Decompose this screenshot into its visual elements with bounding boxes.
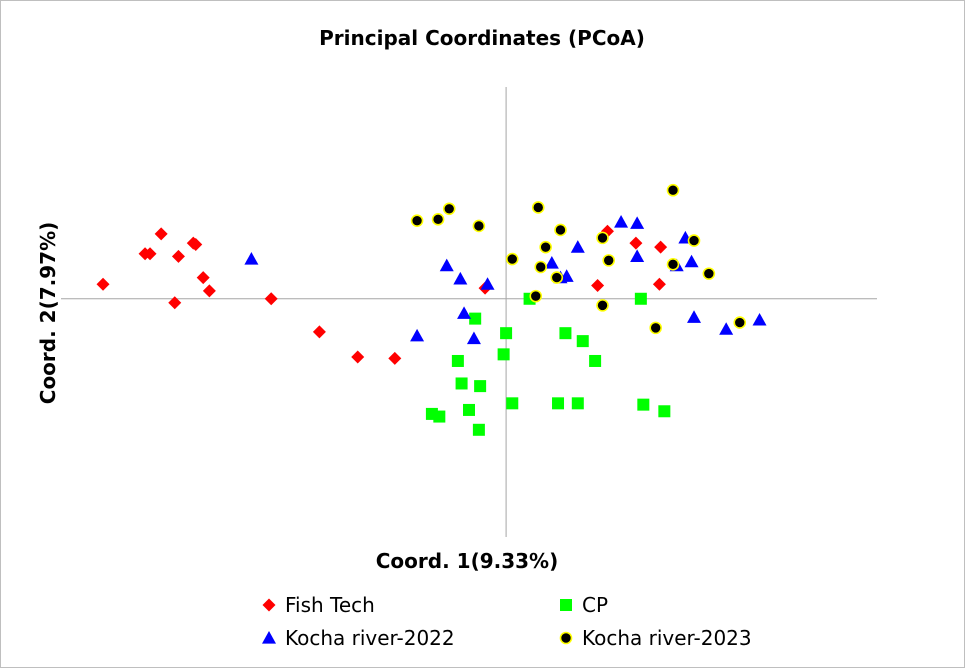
data-point-square <box>472 423 485 436</box>
data-point-diamond <box>202 284 216 298</box>
data-point-triangle <box>480 277 495 290</box>
data-point-square <box>455 377 468 390</box>
legend-label: Fish Tech <box>285 593 375 617</box>
chart-title: Principal Coordinates (PCoA) <box>319 26 645 50</box>
series-triangle <box>244 215 767 345</box>
data-point-diamond <box>652 277 666 291</box>
data-point-circle <box>550 271 564 284</box>
legend-marker-square <box>560 599 572 611</box>
legend-label: Kocha river-2022 <box>285 626 455 650</box>
data-point-circle <box>529 289 543 303</box>
data-point-square <box>506 397 519 410</box>
data-point-circle <box>596 299 609 312</box>
x-axis-label: Coord. 1(9.33%) <box>376 549 558 573</box>
data-point-circle <box>539 240 552 254</box>
data-point-diamond <box>351 350 365 364</box>
data-point-circle <box>554 223 567 237</box>
data-point-circle <box>702 267 716 280</box>
legend-label: CP <box>582 593 608 617</box>
data-point-circle <box>431 213 445 226</box>
data-point-triangle <box>439 258 454 272</box>
data-point-circle <box>649 321 662 335</box>
data-point-square <box>634 292 647 305</box>
data-point-triangle <box>544 256 559 269</box>
data-point-triangle <box>687 310 702 323</box>
data-points <box>96 183 767 436</box>
legend-marker-triangle <box>262 631 276 644</box>
data-point-circle <box>666 258 680 271</box>
data-point-circle <box>534 260 548 274</box>
data-point-circle <box>596 231 609 245</box>
data-point-diamond <box>154 227 168 241</box>
data-point-diamond <box>168 296 182 310</box>
data-point-square <box>451 354 464 367</box>
data-point-circle <box>472 219 486 233</box>
data-point-square <box>497 348 510 361</box>
data-point-triangle <box>559 269 574 282</box>
data-point-square <box>474 380 487 393</box>
data-point-square <box>589 354 602 367</box>
data-point-diamond <box>189 238 203 251</box>
data-point-circle <box>666 183 680 197</box>
data-point-triangle <box>719 322 734 335</box>
data-point-diamond <box>138 247 152 261</box>
legend: Fish Tech CP Kocha river-2022 Kocha river-2… <box>262 593 752 650</box>
data-point-square <box>658 405 671 418</box>
y-axis-label: Coord. 2(7.97%) <box>36 222 60 404</box>
data-point-square <box>469 312 482 325</box>
data-point-diamond <box>591 279 605 293</box>
data-point-triangle <box>466 331 481 345</box>
series-circle <box>410 183 747 335</box>
data-point-diamond <box>196 271 210 285</box>
legend-marker-circle <box>559 631 573 645</box>
data-point-square <box>559 327 572 340</box>
data-point-triangle <box>457 306 472 319</box>
series-square <box>425 292 671 436</box>
data-point-circle <box>602 254 616 267</box>
data-point-circle <box>410 214 424 227</box>
data-point-square <box>463 403 475 416</box>
data-point-square <box>571 397 584 410</box>
data-point-triangle <box>614 215 629 228</box>
data-point-circle <box>531 201 545 214</box>
data-point-circle <box>505 252 519 266</box>
axes <box>61 87 877 537</box>
data-point-square <box>552 397 565 410</box>
data-point-diamond <box>264 292 278 306</box>
data-point-triangle <box>752 312 767 326</box>
data-point-triangle <box>630 216 645 229</box>
data-point-square <box>637 398 650 411</box>
data-point-triangle <box>570 240 585 253</box>
data-point-diamond <box>96 277 110 291</box>
data-point-triangle <box>453 271 468 285</box>
data-point-triangle <box>684 254 699 268</box>
data-point-circle <box>733 316 747 329</box>
series-diamond <box>96 224 668 365</box>
legend-marker-diamond <box>262 598 276 612</box>
data-point-diamond <box>629 236 643 250</box>
data-point-diamond <box>654 240 668 254</box>
data-point-circle <box>442 202 456 216</box>
data-point-square <box>433 410 446 423</box>
legend-label: Kocha river-2023 <box>582 626 752 650</box>
data-point-diamond <box>388 351 402 365</box>
data-point-circle <box>687 234 701 247</box>
data-point-triangle <box>244 252 259 265</box>
data-point-square <box>500 327 513 340</box>
data-point-square <box>576 335 589 348</box>
data-point-diamond <box>171 249 185 263</box>
data-point-triangle <box>410 328 425 342</box>
data-point-diamond <box>312 325 326 339</box>
data-point-triangle <box>630 249 645 263</box>
